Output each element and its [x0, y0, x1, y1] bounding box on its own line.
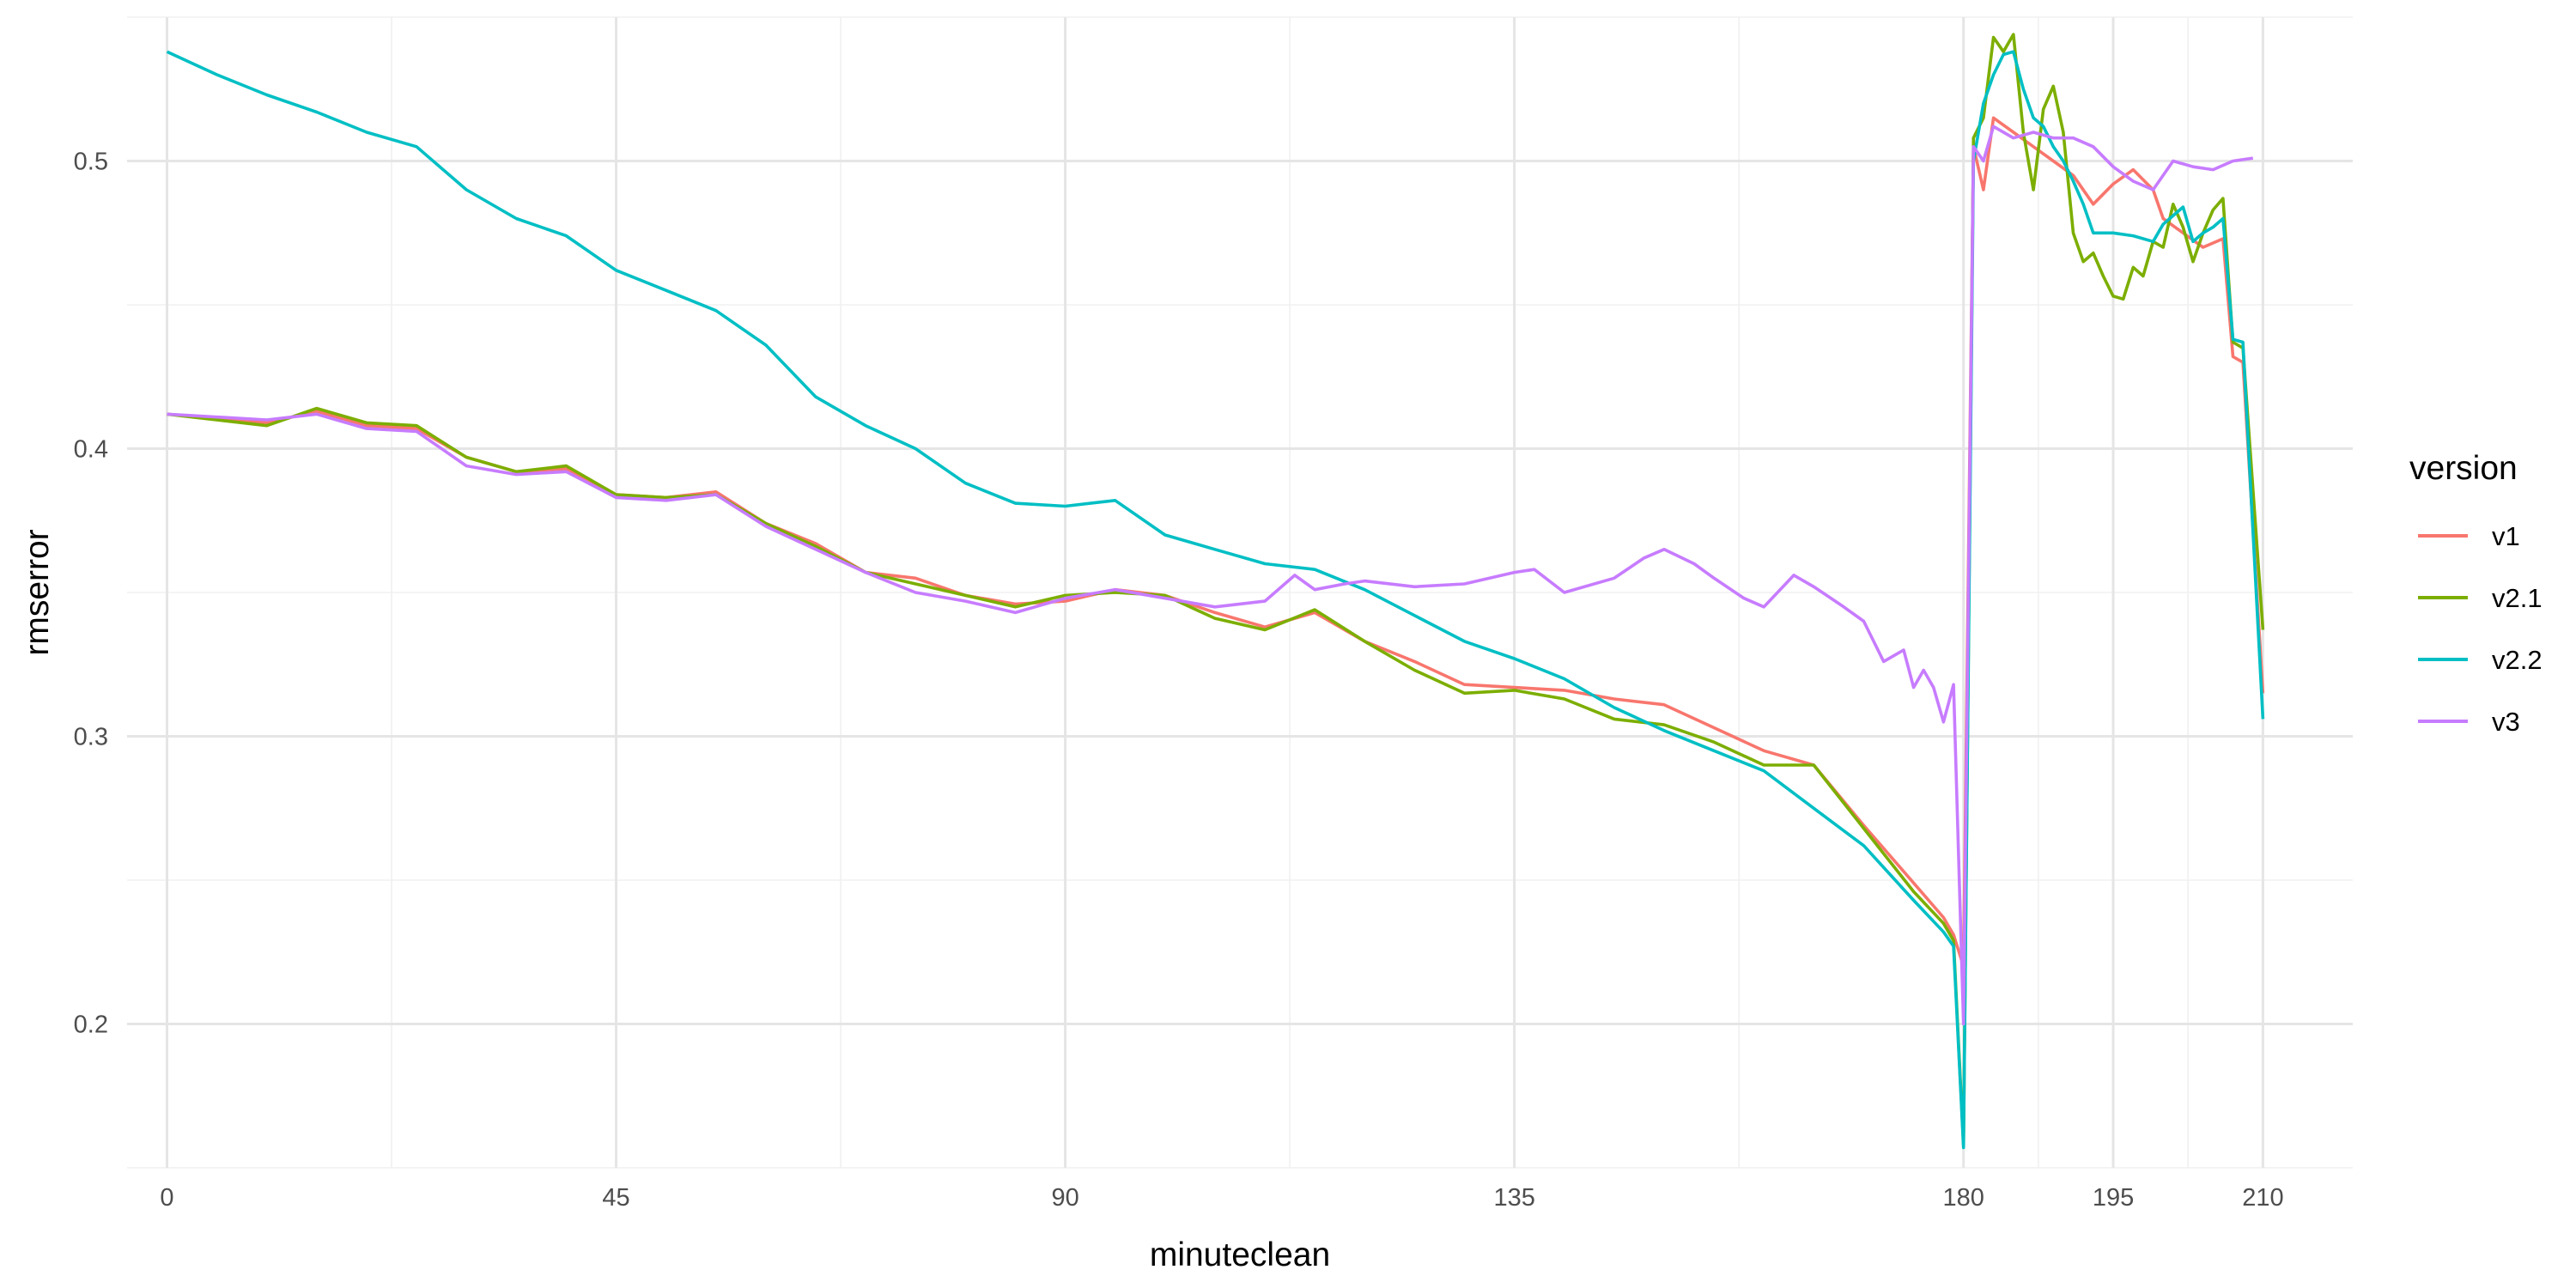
- y-axis-title: rmserror: [19, 529, 56, 655]
- legend-label: v1: [2492, 521, 2520, 551]
- legend-label: v3: [2492, 707, 2520, 737]
- x-tick-label: 45: [602, 1184, 629, 1212]
- series-line-v2-2: [166, 50, 2265, 1150]
- series-line-v1: [167, 116, 2265, 969]
- legend: version v1 v2.1 v2.2 v3: [2409, 450, 2543, 737]
- legend-label: v2.1: [2492, 583, 2543, 613]
- legend-label: v2.2: [2492, 645, 2543, 675]
- y-tick-label: 0.5: [74, 149, 108, 176]
- x-tick-label: 135: [1493, 1184, 1534, 1212]
- legend-items: v1 v2.1 v2.2 v3: [2418, 521, 2543, 737]
- y-tick-label: 0.4: [74, 436, 108, 464]
- gridlines: [127, 16, 2353, 1169]
- x-tick-label: 195: [2093, 1184, 2134, 1212]
- legend-title: version: [2409, 450, 2518, 487]
- y-tick-label: 0.3: [74, 724, 108, 751]
- series-lines: [166, 33, 2265, 1150]
- y-axis-tick-labels: 0.2 0.3 0.4 0.5: [74, 149, 108, 1039]
- x-tick-label: 0: [160, 1184, 173, 1212]
- y-tick-label: 0.2: [74, 1012, 108, 1039]
- series-line-v3: [167, 125, 2254, 1026]
- x-axis-title: minuteclean: [1150, 1236, 1330, 1273]
- x-axis-tick-labels: 0 45 90 135 180 195 210: [160, 1184, 2283, 1212]
- x-tick-label: 90: [1051, 1184, 1078, 1212]
- series-line-v2-1: [167, 33, 2265, 1146]
- x-tick-label: 210: [2242, 1184, 2283, 1212]
- x-tick-label: 180: [1942, 1184, 1984, 1212]
